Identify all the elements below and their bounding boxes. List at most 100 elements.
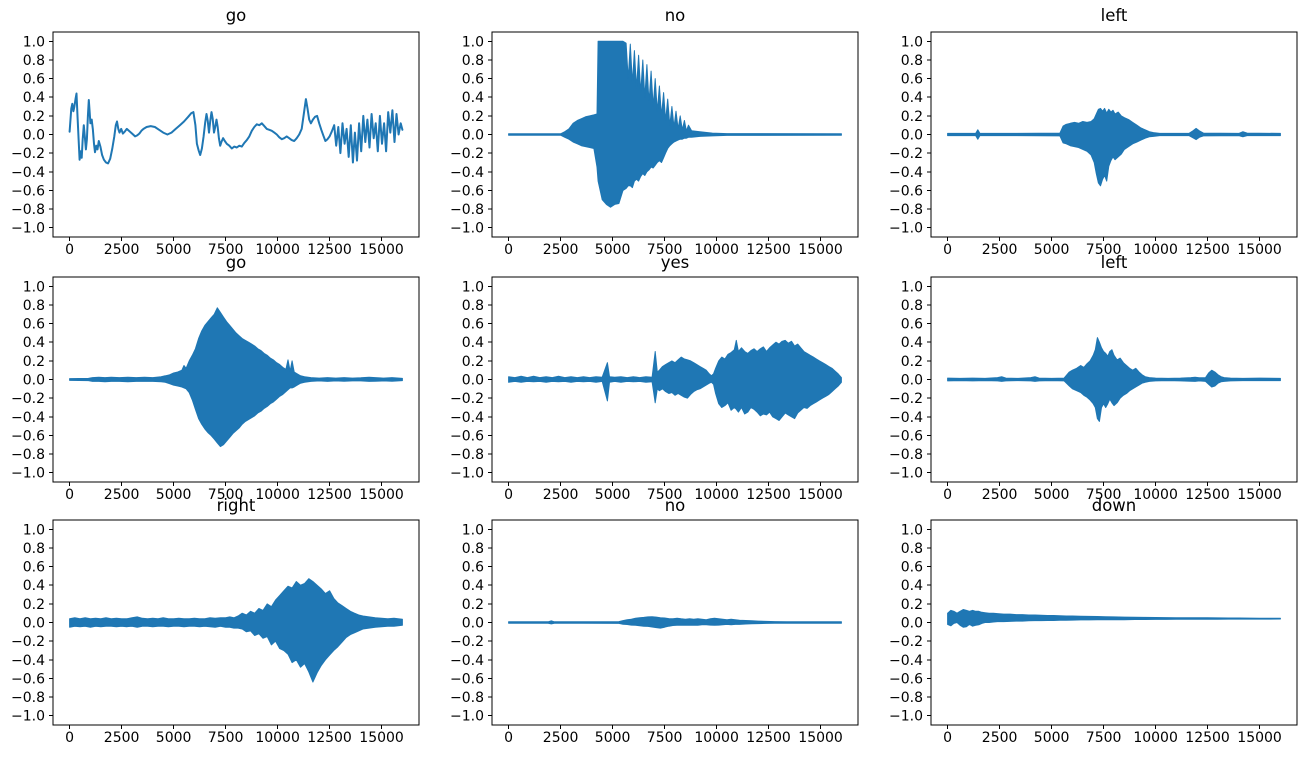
- axes-border: [930, 276, 1298, 483]
- x-tick-label: 7500: [647, 730, 683, 746]
- x-tick-label: 12500: [307, 730, 352, 746]
- y-tick-label: 0.4: [462, 90, 484, 106]
- x-tick-label: 12500: [746, 242, 791, 258]
- x-tick-label: 12500: [746, 730, 791, 746]
- x-tick-label: 15000: [1237, 242, 1282, 258]
- x-tick-label: 10000: [1133, 487, 1178, 503]
- y-tick-label: −0.6: [450, 428, 484, 444]
- x-tick-label: 0: [504, 487, 513, 503]
- y-tick-label: −0.6: [889, 671, 923, 687]
- y-tick-label: −1.0: [11, 466, 45, 482]
- y-tick-label: −1.0: [11, 709, 45, 725]
- subplot-title: left: [1101, 253, 1128, 272]
- x-tick-label: 10000: [1133, 730, 1178, 746]
- y-tick-label: −1.0: [450, 466, 484, 482]
- subplot-go-row1: go 1.0 0.8 0.6 0.4 0.2 0.0 −0.2 −0.4 −0.6 −0.8 −1.…: [11, 6, 420, 258]
- y-tick-label: 0.8: [462, 298, 484, 314]
- y-tick-label: 0.8: [23, 298, 45, 314]
- x-tick-label: 5000: [595, 730, 631, 746]
- x-tick-label: 12500: [746, 487, 791, 503]
- subplot-title: right: [217, 496, 256, 515]
- x-tick-label: 0: [65, 730, 74, 746]
- y-tick-label: 0.4: [23, 578, 45, 594]
- y-tick-label: 0.8: [901, 541, 923, 557]
- subplot-yes-row2: yes 1.0 0.8 0.6 0.4 0.2 0.0 −0.2 −0.4 −0.6 −0.8 −1…: [450, 253, 859, 503]
- y-tick-label: 0.6: [901, 317, 923, 333]
- y-tick-label: −1.0: [889, 221, 923, 237]
- subplot-go-row2: go 1.0 0.8 0.6 0.4 0.2 0.0 −0.2 −0.4 −0.6 −0.8 −1.…: [11, 253, 420, 503]
- y-tick-label: 0.2: [901, 354, 923, 370]
- y-tick-label: 0.6: [462, 72, 484, 88]
- y-tick-label: 1.0: [462, 34, 484, 50]
- y-tick-label: 1.0: [462, 279, 484, 295]
- y-tick-label: 0.2: [901, 109, 923, 125]
- y-tick-label: 0.8: [462, 541, 484, 557]
- x-tick-label: 7500: [208, 730, 244, 746]
- axes-border: [52, 276, 420, 483]
- x-tick-label: 0: [943, 242, 952, 258]
- y-tick-label: 0.2: [462, 354, 484, 370]
- y-tick-label: 0.6: [23, 317, 45, 333]
- subplot-title: go: [226, 253, 247, 272]
- y-tick-label: −0.4: [889, 165, 923, 181]
- x-tick-label: 0: [504, 730, 513, 746]
- y-tick-label: −0.2: [889, 634, 923, 650]
- y-tick-label: −0.8: [889, 447, 923, 463]
- y-tick-label: 0.8: [462, 53, 484, 69]
- y-tick-label: −0.8: [450, 447, 484, 463]
- subplot-title: left: [1101, 6, 1128, 25]
- y-tick-label: 1.0: [901, 34, 923, 50]
- y-tick-label: −0.4: [11, 653, 45, 669]
- y-tick-label: −0.2: [11, 634, 45, 650]
- x-tick-label: 10000: [694, 730, 739, 746]
- y-tick-label: 0.6: [901, 72, 923, 88]
- subplot-left-row2: left 1.0 0.8 0.6 0.4 0.2 0.0 −0.2 −0.4 −0.6 −0.8 −…: [889, 253, 1298, 503]
- y-tick-label: −0.4: [450, 653, 484, 669]
- x-tick-label: 5000: [156, 730, 192, 746]
- x-tick-label: 0: [943, 730, 952, 746]
- y-tick-label: 0.2: [23, 109, 45, 125]
- x-tick-label: 10000: [694, 487, 739, 503]
- y-tick-label: −0.6: [450, 671, 484, 687]
- subplot-no-row1: no 1.0 0.8 0.6 0.4 0.2 0.0 −0.2 −0.4 −0.6 −0.8 −1.…: [450, 6, 859, 258]
- x-tick-label: 2500: [982, 487, 1018, 503]
- y-tick-label: 0.2: [462, 597, 484, 613]
- x-tick-label: 12500: [307, 242, 352, 258]
- y-tick-label: 0.0: [23, 373, 45, 389]
- y-tick-label: −0.2: [450, 634, 484, 650]
- x-tick-label: 15000: [359, 242, 404, 258]
- y-tick-label: −1.0: [11, 221, 45, 237]
- y-tick-label: −0.8: [889, 690, 923, 706]
- waveform-envelope: [947, 609, 1281, 628]
- x-tick-label: 12500: [1185, 730, 1230, 746]
- x-tick-label: 15000: [359, 730, 404, 746]
- y-tick-label: 0.0: [23, 616, 45, 632]
- y-tick-label: 0.2: [462, 109, 484, 125]
- x-tick-label: 5000: [1034, 242, 1070, 258]
- waveform-envelope: [508, 339, 842, 421]
- axes-border: [930, 31, 1298, 238]
- x-tick-label: 10000: [1133, 242, 1178, 258]
- x-tick-label: 15000: [1237, 730, 1282, 746]
- axes-border: [52, 519, 420, 726]
- y-tick-label: 0.2: [23, 354, 45, 370]
- y-tick-label: −0.4: [889, 410, 923, 426]
- axes-border: [52, 31, 420, 238]
- y-tick-label: −0.8: [11, 690, 45, 706]
- y-tick-label: −0.6: [450, 183, 484, 199]
- y-tick-label: 1.0: [23, 34, 45, 50]
- y-tick-label: −0.8: [11, 202, 45, 218]
- y-tick-label: 0.4: [23, 335, 45, 351]
- subplot-title: go: [226, 6, 247, 25]
- y-tick-label: 0.4: [462, 578, 484, 594]
- x-tick-label: 2500: [104, 730, 140, 746]
- subplot-right-row3: right 1.0 0.8 0.6 0.4 0.2 0.0 −0.2 −0.4 −0.6 −0.8…: [11, 496, 420, 746]
- y-tick-label: 0.0: [901, 373, 923, 389]
- waveform-envelope: [508, 40, 842, 208]
- x-tick-label: 2500: [543, 730, 579, 746]
- waveform-envelope: [69, 307, 403, 448]
- axes-border: [491, 276, 859, 483]
- waveform-envelope: [947, 107, 1281, 187]
- y-tick-label: −0.2: [11, 146, 45, 162]
